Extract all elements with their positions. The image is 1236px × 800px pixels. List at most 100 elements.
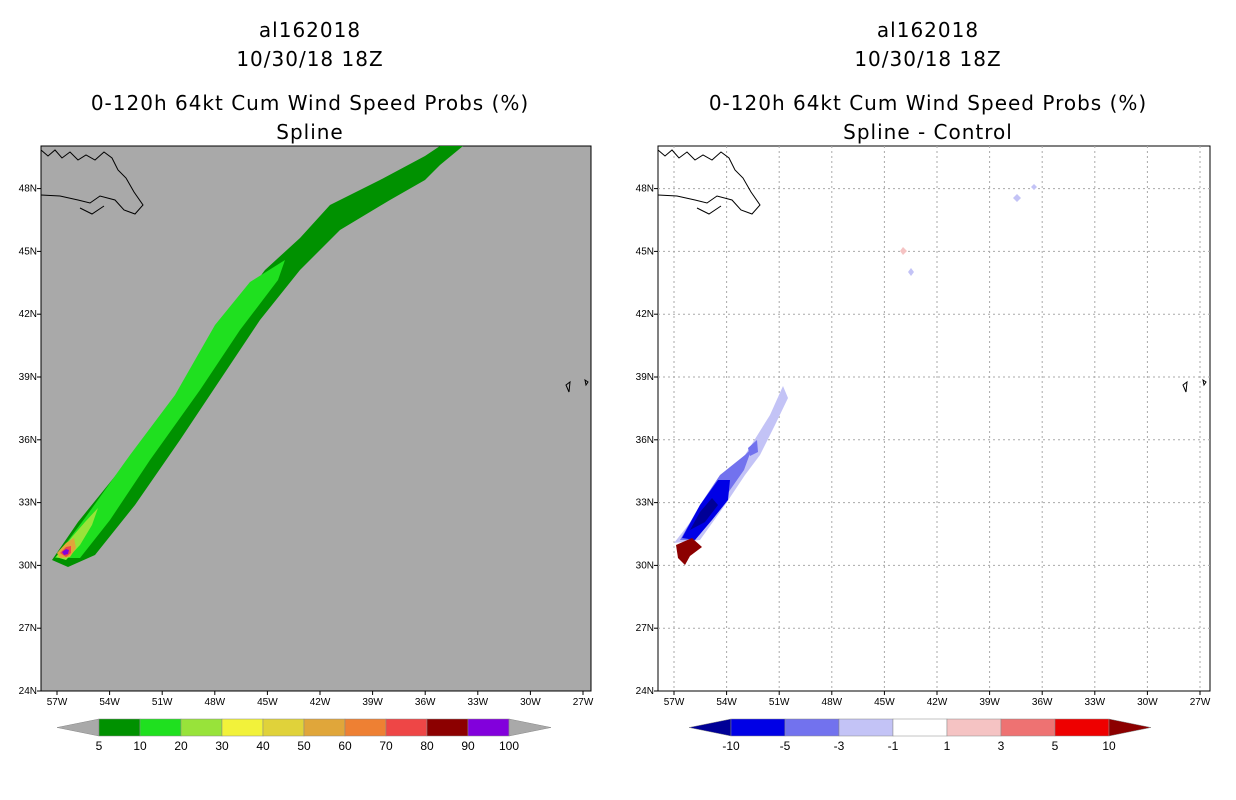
right-anomaly-neg10 <box>690 498 718 530</box>
left-coastline <box>40 149 589 393</box>
left-colorbar-swatch <box>385 718 428 737</box>
right-lon-tick-label: 39W <box>979 697 1000 708</box>
right-colorbar-label: -5 <box>780 739 791 753</box>
left-colorbar-label: 90 <box>461 739 475 753</box>
right-anomalies <box>674 184 1037 565</box>
left-lon-tick-label: 27W <box>573 697 594 708</box>
left-lat-ticks: 24N 27N 30N 33N 36N 39N 42N 45N 48N <box>19 184 41 697</box>
right-anomaly-pos10 <box>676 538 702 565</box>
right-map: 24N 27N 30N 33N 36N 39N 42N 45N 48N 57W 54W 51W 48W… <box>636 145 1211 708</box>
right-lat-ticks: 24N 27N 30N 33N 36N 39N 42N 45N 48N <box>636 184 658 697</box>
right-lon-tick-label: 30W <box>1137 697 1158 708</box>
left-lat-tick-label: 39N <box>19 372 37 383</box>
right-lon-tick-label: 33W <box>1085 697 1106 708</box>
right-colorbar-label: 1 <box>944 739 951 753</box>
right-colorbar-label: 5 <box>1052 739 1059 753</box>
left-colorbar-label: 70 <box>379 739 393 753</box>
left-subtitle: Spline <box>276 120 344 144</box>
right-colorbar-swatch <box>946 718 1002 737</box>
left-lon-tick-label: 30W <box>520 697 541 708</box>
left-colorbar-swatch <box>180 718 223 737</box>
right-anomaly-neg-small1 <box>1013 194 1021 202</box>
left-lon-ticks: 57W 54W 51W 48W 45W 42W 39W 36W 33W 30W 27W <box>47 691 594 708</box>
right-lon-tick-label: 51W <box>769 697 790 708</box>
left-colorbar-swatch <box>344 718 387 737</box>
left-colorbar-label: 40 <box>256 739 270 753</box>
left-map: 24N 27N 30N 33N 36N 39N 42N 45N 48N 57W 54W 51W 48W… <box>19 145 594 708</box>
right-colorbar-swatch <box>838 718 894 737</box>
left-lon-tick-label: 57W <box>47 697 68 708</box>
left-lat-tick-label: 27N <box>19 623 37 634</box>
right-anomaly-neg-small2 <box>908 268 914 276</box>
right-colorbar-max-arrow <box>1108 718 1152 737</box>
right-lat-tick-label: 36N <box>636 435 654 446</box>
left-lon-tick-label: 42W <box>310 697 331 708</box>
left-swath-90 <box>62 549 69 555</box>
right-grid <box>658 146 1210 691</box>
right-anomaly-pos-small <box>900 247 907 255</box>
right-subtitle: Spline - Control <box>843 120 1013 144</box>
left-colorbar-label: 20 <box>174 739 188 753</box>
right-colorbar-label: 3 <box>998 739 1005 753</box>
left-storm-id: al162018 <box>258 18 362 42</box>
left-lat-tick-label: 48N <box>19 184 37 195</box>
right-lon-tick-label: 54W <box>716 697 737 708</box>
left-lat-tick-label: 33N <box>19 498 37 509</box>
right-map-background <box>657 145 1211 692</box>
right-lat-tick-label: 24N <box>636 686 654 697</box>
right-colorbar-label: -1 <box>888 739 899 753</box>
right-colorbar-label: -3 <box>834 739 845 753</box>
right-lon-tick-label: 42W <box>927 697 948 708</box>
left-lon-tick-label: 36W <box>415 697 436 708</box>
left-colorbar-swatch <box>139 718 182 737</box>
left-lon-tick-label: 39W <box>362 697 383 708</box>
right-colorbar-swatch <box>1054 718 1110 737</box>
right-colorbar-swatch <box>730 718 786 737</box>
right-lon-ticks: 57W 54W 51W 48W 45W 42W 39W 36W 33W 30W 27W <box>664 691 1211 708</box>
right-lon-tick-label: 48W <box>822 697 843 708</box>
right-lon-tick-label: 36W <box>1032 697 1053 708</box>
left-colorbar-swatch <box>221 718 264 737</box>
right-lat-tick-label: 42N <box>636 309 654 320</box>
right-lat-tick-label: 30N <box>636 560 654 571</box>
right-colorbar-label: -10 <box>722 739 740 753</box>
right-anomaly-neg1 <box>674 386 788 543</box>
left-colorbar-swatch <box>262 718 305 737</box>
right-colorbar-label: 10 <box>1102 739 1116 753</box>
left-lat-tick-label: 42N <box>19 309 37 320</box>
left-colorbar-min-arrow <box>56 718 100 737</box>
right-colorbar-swatch <box>784 718 840 737</box>
right-lon-tick-label: 27W <box>1190 697 1211 708</box>
right-lon-tick-label: 57W <box>664 697 685 708</box>
left-colorbar-label: 30 <box>215 739 229 753</box>
left-lat-tick-label: 30N <box>19 560 37 571</box>
left-swath <box>52 146 463 567</box>
left-colorbar-swatch <box>467 718 510 737</box>
right-anomaly-neg-small3 <box>1031 184 1037 190</box>
left-lon-tick-label: 54W <box>99 697 120 708</box>
right-anomaly-neg3b <box>748 440 758 456</box>
right-lat-tick-label: 33N <box>636 498 654 509</box>
left-colorbar-swatch <box>426 718 469 737</box>
left-colorbar-label: 60 <box>338 739 352 753</box>
left-colorbar-label: 5 <box>96 739 103 753</box>
left-lon-tick-label: 48W <box>205 697 226 708</box>
left-colorbar-swatch <box>98 718 141 737</box>
right-colorbar-swatch <box>892 718 948 737</box>
left-swath-10 <box>52 146 463 567</box>
right-lat-tick-label: 39N <box>636 372 654 383</box>
right-lat-tick-label: 48N <box>636 184 654 195</box>
left-colorbar-label: 80 <box>420 739 434 753</box>
left-colorbar-label: 50 <box>297 739 311 753</box>
left-colorbar-label: 10 <box>133 739 147 753</box>
right-lat-tick-label: 27N <box>636 623 654 634</box>
left-datetime: 10/30/18 18Z <box>236 47 384 71</box>
left-lat-tick-label: 36N <box>19 435 37 446</box>
left-lon-tick-label: 33W <box>468 697 489 708</box>
right-title: 0-120h 64kt Cum Wind Speed Probs (%) <box>708 91 1148 115</box>
left-colorbar-max-arrow <box>508 718 552 737</box>
right-storm-id: al162018 <box>876 18 980 42</box>
left-lat-tick-label: 24N <box>19 686 37 697</box>
right-colorbar: -10 -5 -3 -1 1 3 5 10 <box>688 718 1152 753</box>
